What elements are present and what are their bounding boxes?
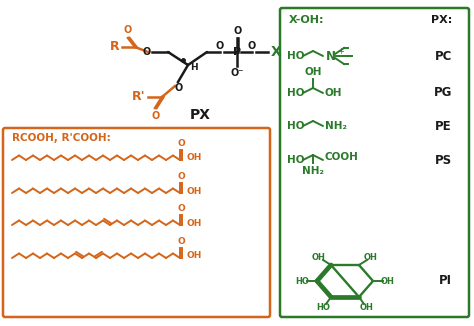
Text: HO: HO xyxy=(287,121,304,131)
Text: OH: OH xyxy=(187,186,202,196)
Text: OH: OH xyxy=(381,276,395,286)
Text: N: N xyxy=(326,50,336,63)
Text: O: O xyxy=(248,41,256,51)
Text: O: O xyxy=(234,26,242,36)
Text: COOH: COOH xyxy=(325,152,359,162)
Text: R: R xyxy=(110,40,120,53)
Text: OH: OH xyxy=(364,253,378,261)
Text: RCOOH, R'COOH:: RCOOH, R'COOH: xyxy=(12,133,111,143)
Text: OH: OH xyxy=(312,253,326,261)
Text: OH: OH xyxy=(187,154,202,162)
Text: OH: OH xyxy=(360,303,374,312)
Text: O: O xyxy=(152,111,160,121)
Text: O: O xyxy=(124,25,132,35)
Text: OH: OH xyxy=(187,218,202,228)
Text: +: + xyxy=(337,47,344,55)
Text: PX: PX xyxy=(190,108,210,122)
Text: HO: HO xyxy=(316,303,330,312)
Text: PG: PG xyxy=(434,86,452,99)
Text: P: P xyxy=(233,47,241,57)
Text: PX:: PX: xyxy=(431,15,452,25)
Text: HO: HO xyxy=(287,155,304,165)
Text: NH₂: NH₂ xyxy=(325,121,347,131)
Text: OH: OH xyxy=(325,88,343,98)
Text: O⁻: O⁻ xyxy=(230,68,244,78)
Text: PC: PC xyxy=(435,50,452,63)
Text: H: H xyxy=(190,64,198,72)
Text: O: O xyxy=(216,41,224,51)
Text: O: O xyxy=(177,204,185,213)
Text: PE: PE xyxy=(436,120,452,132)
Text: X-OH:: X-OH: xyxy=(289,15,325,25)
Text: OH: OH xyxy=(187,251,202,260)
Text: O: O xyxy=(175,83,183,93)
Text: O: O xyxy=(143,47,151,57)
Text: OH: OH xyxy=(304,67,322,77)
Text: O: O xyxy=(177,139,185,148)
Text: X: X xyxy=(271,45,282,59)
Text: NH₂: NH₂ xyxy=(302,166,324,176)
Text: HO: HO xyxy=(295,276,309,286)
Text: HO: HO xyxy=(287,51,304,61)
Text: PI: PI xyxy=(439,274,452,288)
Text: R': R' xyxy=(132,91,146,103)
Text: O: O xyxy=(177,237,185,246)
Text: O: O xyxy=(177,172,185,181)
Text: PS: PS xyxy=(435,154,452,167)
Text: HO: HO xyxy=(287,88,304,98)
